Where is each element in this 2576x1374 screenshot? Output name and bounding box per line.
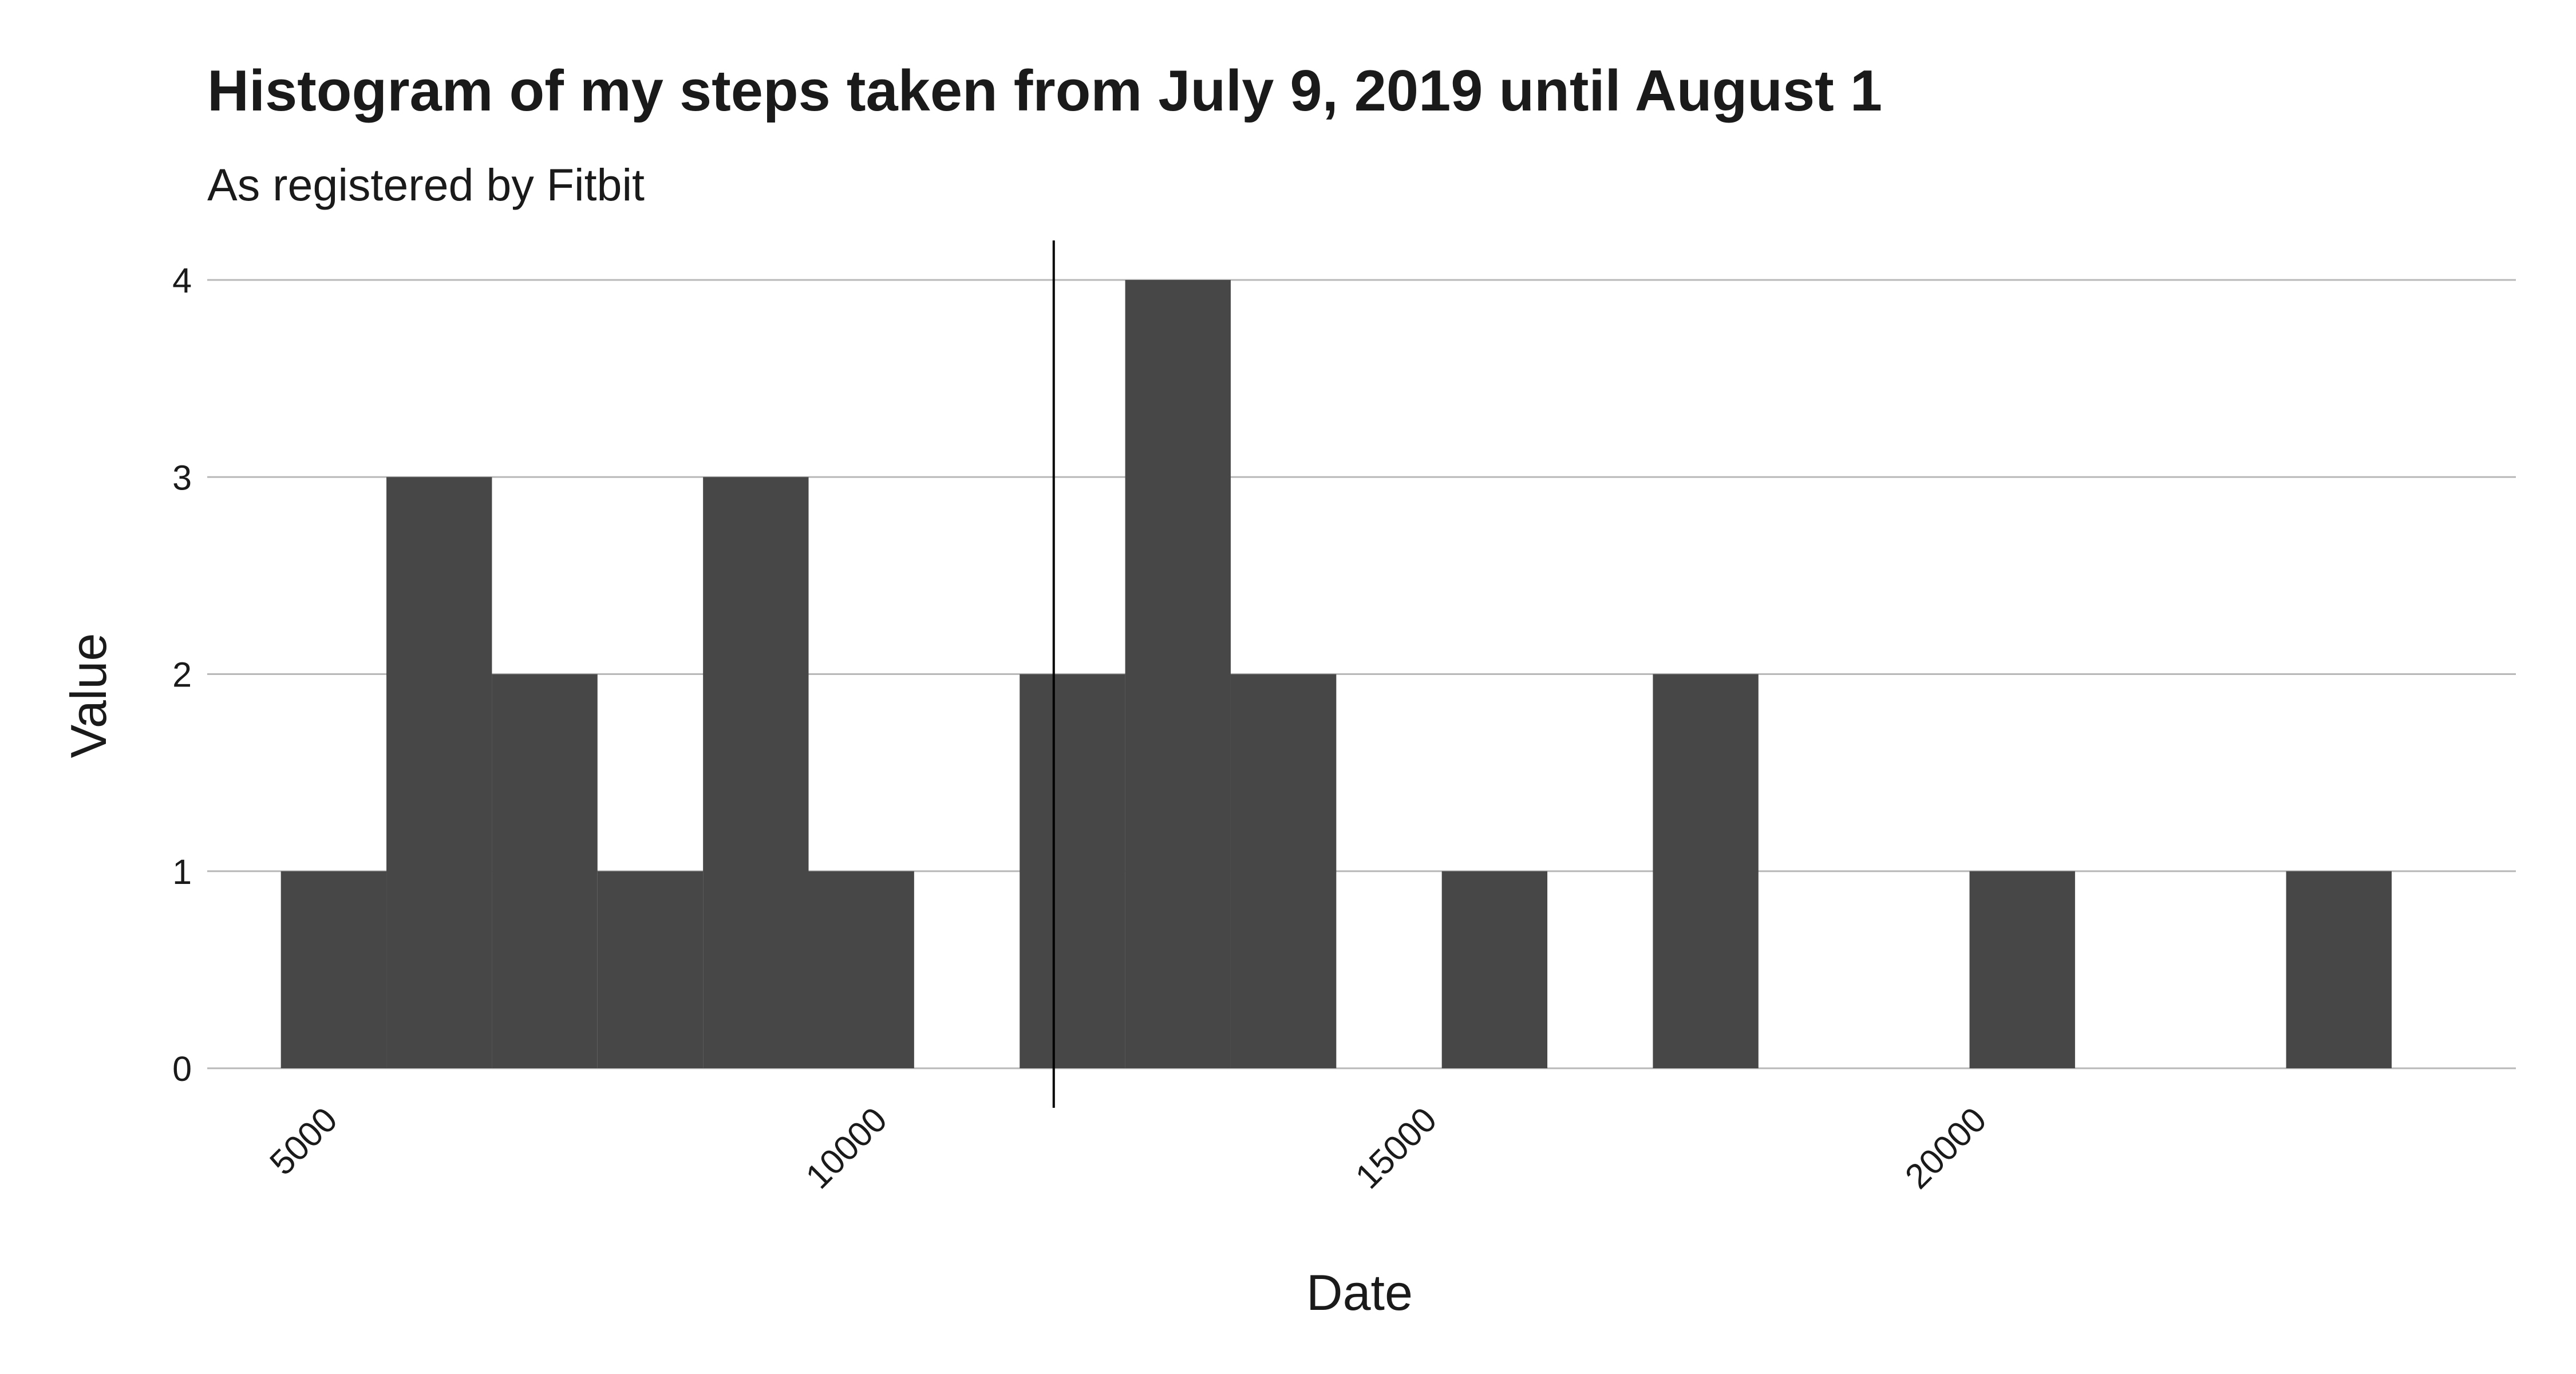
histogram-bar-1 <box>386 477 492 1068</box>
x-tick-label-20000: 20000 <box>1898 1100 1994 1196</box>
histogram-bar-2 <box>492 674 598 1068</box>
histogram-bar-3 <box>597 871 704 1068</box>
chart-title: Histogram of my steps taken from July 9,… <box>207 59 1882 123</box>
histogram-bar-4 <box>703 477 809 1068</box>
histogram-bar-11 <box>1441 871 1548 1068</box>
histogram-bars <box>280 280 2392 1068</box>
histogram-bar-5 <box>808 871 914 1068</box>
histogram-bar-8 <box>1125 280 1231 1068</box>
y-tick-label-3: 3 <box>172 458 192 497</box>
y-tick-label-1: 1 <box>172 852 192 891</box>
x-tick-label-15000: 15000 <box>1348 1100 1444 1196</box>
histogram-bar-0 <box>280 871 387 1068</box>
y-tick-label-2: 2 <box>172 656 192 694</box>
x-axis-title: Date <box>1306 1264 1413 1321</box>
histogram-bar-7 <box>1020 674 1125 1068</box>
histogram-bar-9 <box>1230 674 1337 1068</box>
x-tick-label-5000: 5000 <box>262 1100 345 1182</box>
histogram-bar-19 <box>2286 871 2392 1068</box>
y-axis-title: Value <box>60 633 117 759</box>
y-tick-label-4: 4 <box>172 261 192 300</box>
x-axis-ticks: 5000 10000 15000 20000 <box>262 1100 1994 1196</box>
x-tick-label-10000: 10000 <box>798 1100 894 1196</box>
y-axis-ticks: 0 1 2 3 4 <box>172 261 192 1088</box>
histogram-bar-16 <box>1969 871 2075 1068</box>
histogram-bar-13 <box>1653 674 1759 1068</box>
y-tick-label-0: 0 <box>172 1049 192 1088</box>
chart-subtitle: As registered by Fitbit <box>207 159 645 210</box>
